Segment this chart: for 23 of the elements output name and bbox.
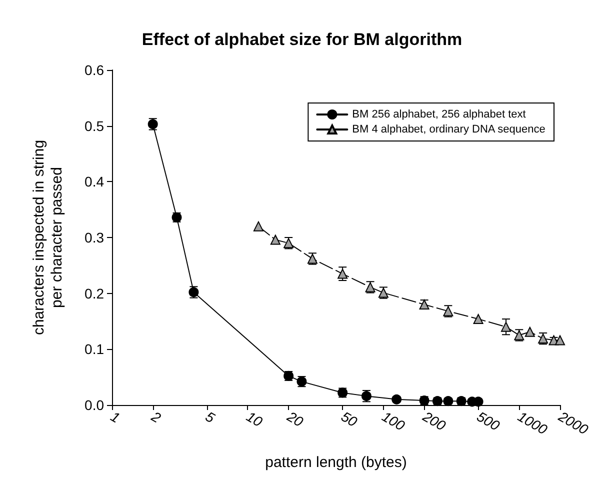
y-tick-label: 0.3 [84, 230, 104, 246]
y-tick-label: 0.4 [84, 174, 104, 190]
x-tick-label: 200 [419, 408, 449, 434]
x-axis-title: pattern length (bytes) [265, 454, 407, 471]
y-tick-label: 0.2 [84, 285, 104, 302]
y-tick-label: 0.6 [84, 62, 104, 78]
x-tick-label: 5 [202, 408, 218, 426]
y-tick-label: 0.0 [84, 397, 104, 413]
x-tick-label: 50 [338, 408, 360, 430]
y-tick-label: 0.5 [84, 118, 104, 134]
x-tick-label: 10 [244, 408, 266, 430]
x-tick-label: 2 [148, 408, 164, 426]
legend-label: BM 256 alphabet, 256 alphabet text [352, 108, 526, 120]
y-tick-label: 0.1 [84, 341, 104, 358]
legend-label: BM 4 alphabet, ordinary DNA sequence [352, 124, 546, 136]
x-tick-label: 1 [108, 408, 123, 426]
y-axis-title: characters inspected in string per character passed [30, 140, 66, 336]
chart-title: Effect of alphabet size for BM algorithm [142, 30, 462, 49]
x-tick-label: 100 [379, 408, 408, 434]
x-tick-label: 500 [474, 408, 503, 434]
x-tick-label: 20 [284, 408, 306, 430]
x-tick-label: 2000 [555, 408, 592, 438]
x-tick-label: 1000 [515, 408, 550, 438]
